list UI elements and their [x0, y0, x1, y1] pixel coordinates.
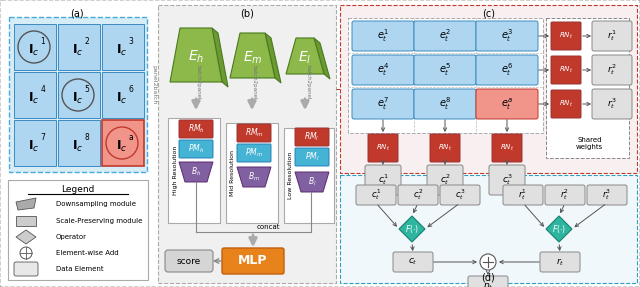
Text: $RN_t$: $RN_t$ [559, 65, 573, 75]
FancyBboxPatch shape [398, 185, 438, 205]
FancyBboxPatch shape [492, 134, 522, 162]
FancyBboxPatch shape [476, 21, 538, 51]
Text: (d): (d) [482, 273, 495, 283]
Text: $B_m$: $B_m$ [248, 171, 260, 183]
FancyBboxPatch shape [427, 165, 463, 195]
FancyBboxPatch shape [14, 262, 38, 276]
Text: $r_t^{3}$: $r_t^{3}$ [602, 187, 612, 202]
Bar [158, 5, 336, 283]
Bar [284, 128, 334, 223]
Text: $B_h$: $B_h$ [191, 166, 201, 178]
Bar [340, 5, 637, 173]
Polygon shape [286, 38, 324, 74]
FancyBboxPatch shape [365, 165, 401, 195]
Text: $RN_t$: $RN_t$ [500, 143, 514, 153]
FancyBboxPatch shape [165, 250, 213, 272]
Text: $RM_l$: $RM_l$ [305, 131, 319, 143]
Text: Mid Resolution: Mid Resolution [230, 150, 236, 196]
FancyBboxPatch shape [551, 90, 581, 118]
FancyBboxPatch shape [295, 128, 329, 146]
Bar [14, 72, 56, 118]
Polygon shape [546, 216, 572, 242]
Polygon shape [399, 216, 425, 242]
Bar [168, 118, 220, 223]
Text: $\mathbf{I}_c$: $\mathbf{I}_c$ [116, 138, 128, 154]
Text: $e_t^{5}$: $e_t^{5}$ [439, 62, 451, 78]
Text: $E_l$: $E_l$ [298, 50, 312, 66]
FancyBboxPatch shape [587, 185, 627, 205]
FancyBboxPatch shape [356, 185, 396, 205]
FancyBboxPatch shape [592, 21, 632, 51]
Text: $c_t^{2}$: $c_t^{2}$ [440, 172, 451, 187]
Text: concat: concat [256, 224, 280, 230]
Text: $\mathbf{I}_c$: $\mathbf{I}_c$ [28, 138, 40, 154]
FancyBboxPatch shape [179, 120, 213, 138]
Polygon shape [314, 38, 330, 79]
Bar [9, 17, 147, 172]
Text: $e_t^{4}$: $e_t^{4}$ [377, 62, 389, 78]
Text: $e_t^{7}$: $e_t^{7}$ [377, 96, 389, 113]
Text: $RM_h$: $RM_h$ [188, 123, 204, 135]
Text: Legend: Legend [61, 185, 95, 193]
Bar [16, 216, 36, 226]
Text: $c_t^{1}$: $c_t^{1}$ [371, 187, 381, 202]
Text: batch2panel: batch2panel [252, 65, 257, 99]
Polygon shape [212, 28, 228, 87]
Text: (b): (b) [240, 8, 254, 18]
FancyBboxPatch shape [440, 185, 480, 205]
Text: $RN_t$: $RN_t$ [559, 31, 573, 41]
Text: Element-wise Add: Element-wise Add [56, 250, 118, 256]
Polygon shape [295, 172, 329, 192]
Bar [8, 180, 148, 280]
Text: $PM_h$: $PM_h$ [188, 143, 204, 155]
Polygon shape [170, 28, 222, 82]
Text: 3: 3 [129, 38, 133, 46]
Text: Scale-Preserving module: Scale-Preserving module [56, 218, 142, 224]
Text: $e_t^{6}$: $e_t^{6}$ [501, 62, 513, 78]
FancyBboxPatch shape [368, 134, 398, 162]
Bar [226, 123, 278, 223]
FancyBboxPatch shape [295, 148, 329, 166]
Text: 1: 1 [40, 38, 45, 46]
Text: $r_t^{3}$: $r_t^{3}$ [607, 96, 617, 111]
Bar [102, 72, 144, 118]
Text: $r_t^{1}$: $r_t^{1}$ [518, 187, 527, 202]
Text: $PM_l$: $PM_l$ [305, 151, 319, 163]
Text: $\mathbf{I}_c$: $\mathbf{I}_c$ [28, 42, 40, 58]
Polygon shape [16, 230, 36, 244]
FancyBboxPatch shape [237, 144, 271, 162]
Bar [102, 24, 144, 70]
Bar [102, 120, 144, 166]
Text: $c_t^{2}$: $c_t^{2}$ [413, 187, 423, 202]
Text: batch2panel: batch2panel [305, 65, 310, 99]
Polygon shape [179, 162, 213, 182]
Text: $c_t^{1}$: $c_t^{1}$ [378, 172, 388, 187]
Text: MLP: MLP [238, 255, 268, 267]
FancyBboxPatch shape [352, 21, 414, 51]
Text: 7: 7 [40, 133, 45, 143]
FancyBboxPatch shape [489, 165, 525, 195]
Text: Data Element: Data Element [56, 266, 104, 272]
Text: Low Resolution: Low Resolution [289, 152, 294, 199]
Text: $F(\cdot)$: $F(\cdot)$ [405, 223, 419, 235]
FancyBboxPatch shape [551, 22, 581, 50]
Text: $\mathbf{I}_c$: $\mathbf{I}_c$ [116, 42, 128, 58]
Text: Shared
weights: Shared weights [576, 137, 603, 150]
FancyBboxPatch shape [237, 124, 271, 142]
Text: $RM_m$: $RM_m$ [244, 127, 264, 139]
FancyBboxPatch shape [179, 140, 213, 158]
Bar [348, 18, 543, 133]
FancyBboxPatch shape [592, 55, 632, 85]
Text: $RN_t$: $RN_t$ [376, 143, 390, 153]
Text: batch2panel: batch2panel [195, 65, 200, 99]
FancyBboxPatch shape [540, 252, 580, 272]
Text: $e_t^{2}$: $e_t^{2}$ [439, 28, 451, 44]
FancyBboxPatch shape [503, 185, 543, 205]
FancyBboxPatch shape [352, 55, 414, 85]
Bar [58, 24, 100, 70]
Bar [546, 18, 629, 158]
Text: $c_t^{3}$: $c_t^{3}$ [455, 187, 465, 202]
Text: 4: 4 [40, 86, 45, 94]
Text: $p_t$: $p_t$ [483, 280, 493, 287]
